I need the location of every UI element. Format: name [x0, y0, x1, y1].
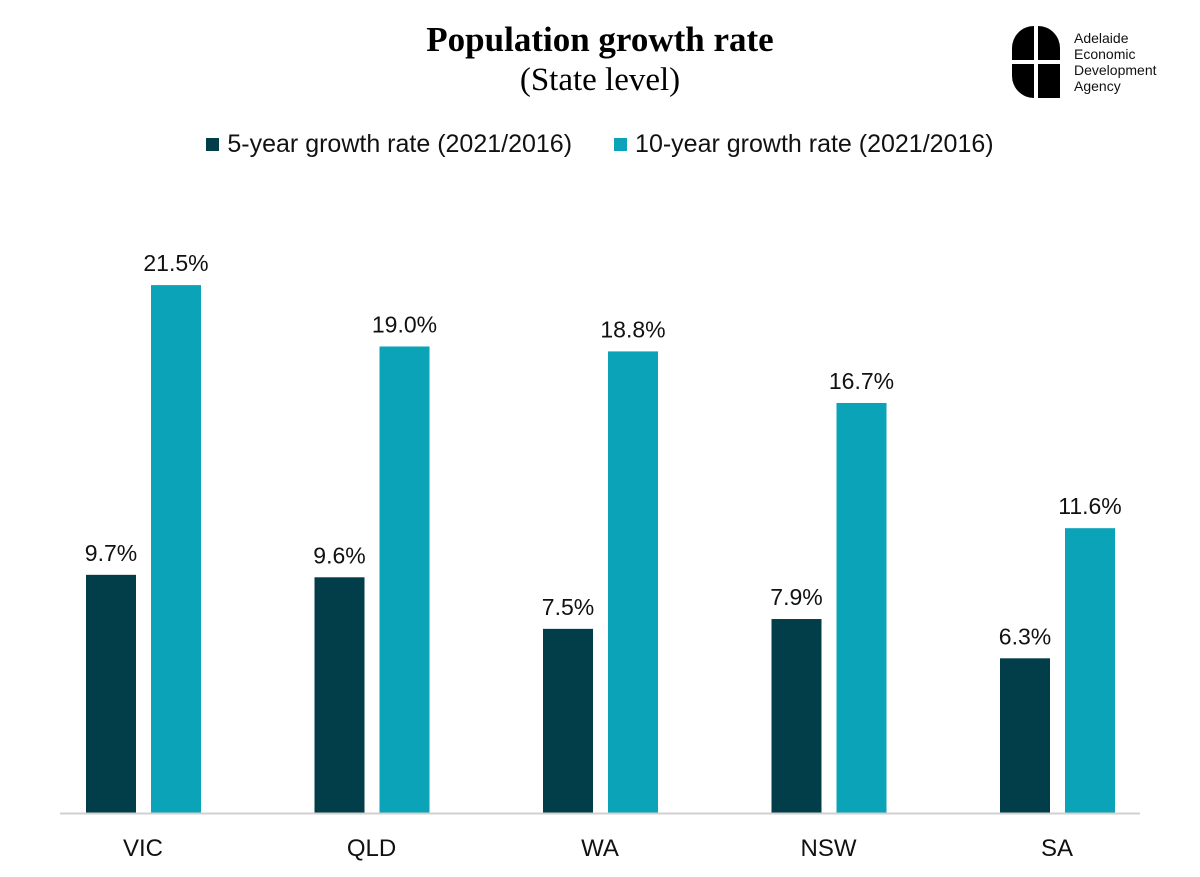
legend-item-5-year: 5-year growth rate (2021/2016)	[206, 130, 572, 159]
data-label: 9.7%	[85, 540, 137, 566]
bar-wa-5yr	[543, 628, 593, 813]
logo: Adelaide Economic Development Agency	[1012, 26, 1157, 98]
logo-text-line: Economic	[1074, 46, 1136, 62]
data-label: 7.9%	[770, 584, 822, 610]
bar-vic-5yr	[86, 574, 136, 813]
logo-text-line: Development	[1074, 62, 1157, 78]
legend: 5-year growth rate (2021/2016) 10-year g…	[0, 130, 1200, 159]
bar-qld-10yr	[379, 346, 430, 813]
x-tick-label: QLD	[347, 835, 396, 862]
agency-logo-icon	[1012, 26, 1060, 98]
x-tick-label: WA	[581, 835, 619, 862]
data-label: 6.3%	[999, 623, 1051, 649]
bar-qld-5yr	[314, 577, 365, 813]
x-tick-label: SA	[1041, 835, 1073, 862]
data-label: 7.5%	[542, 594, 594, 620]
data-label: 11.6%	[1058, 493, 1122, 519]
legend-label: 10-year growth rate (2021/2016)	[635, 130, 994, 158]
chart-subtitle: (State level)	[519, 62, 681, 98]
data-label: 16.7%	[829, 368, 894, 394]
data-label: 18.8%	[600, 316, 665, 342]
bar-nsw-10yr	[836, 402, 887, 813]
bar-vic-10yr	[151, 285, 201, 813]
legend-label: 5-year growth rate (2021/2016)	[227, 130, 573, 158]
logo-text-line: Adelaide	[1074, 30, 1129, 46]
bar-nsw-5yr	[771, 619, 822, 813]
data-label: 9.6%	[313, 542, 365, 568]
chart-title: Population growth rate	[426, 20, 774, 59]
data-label: 19.0%	[372, 311, 437, 337]
bar-sa-5yr	[1000, 658, 1050, 813]
bar-sa-10yr	[1065, 528, 1115, 813]
legend-item-10-year: 10-year growth rate (2021/2016)	[614, 130, 994, 159]
data-label: 21.5%	[143, 250, 208, 276]
legend-swatch	[614, 138, 628, 151]
x-tick-label: NSW	[801, 835, 857, 862]
x-tick-label: VIC	[123, 835, 163, 862]
bar-wa-10yr	[608, 351, 658, 813]
legend-swatch	[206, 138, 220, 151]
logo-text-line: Agency	[1074, 78, 1121, 94]
